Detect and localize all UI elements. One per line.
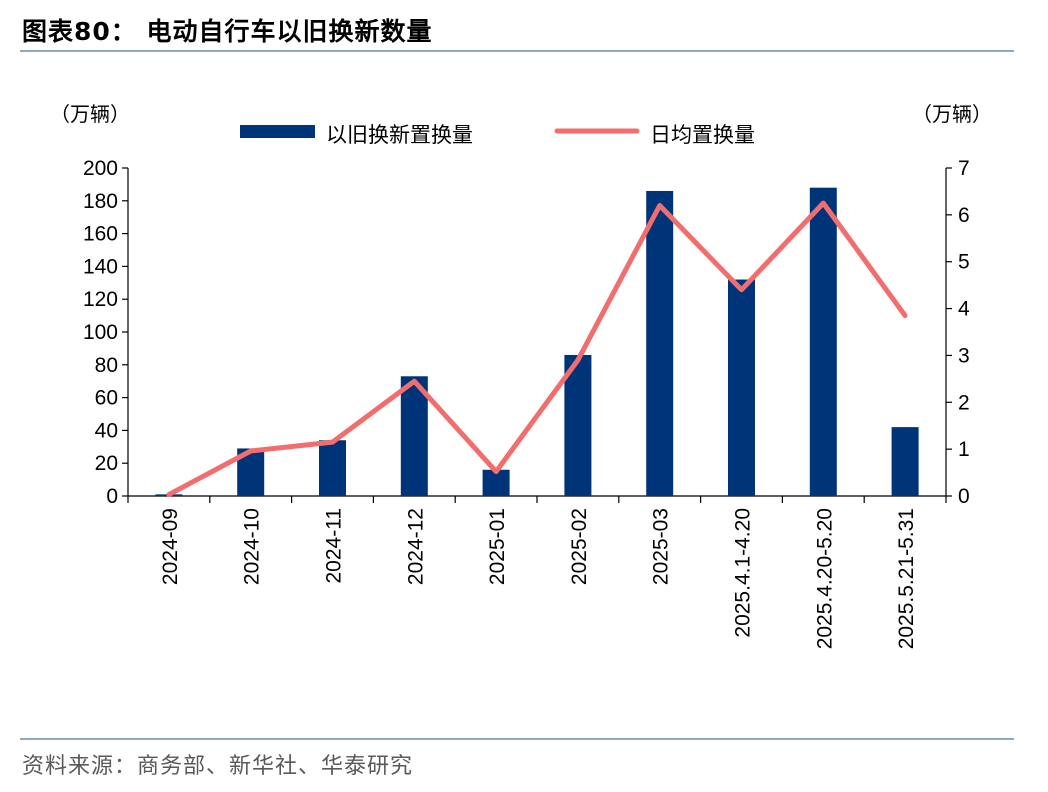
- x-tick-label: 2025.5.21-5.31: [895, 508, 918, 649]
- x-tick-label: 2025-01: [486, 508, 509, 585]
- x-tick-label: 2024-11: [323, 508, 346, 584]
- left-tick-label: 140: [83, 255, 118, 278]
- source-note: 资料来源：商务部、新华社、华泰研究: [22, 754, 414, 779]
- bottom-divider: [20, 738, 1014, 740]
- figure-title: 图表80： 电动自行车以旧换新数量: [22, 17, 433, 46]
- right-tick-label: 5: [958, 251, 970, 274]
- chart: 以旧换新置换量 日均置换量 （万辆） （万辆） 0204060801001201…: [50, 102, 992, 649]
- bar-2024-11: [319, 440, 346, 496]
- bar-2025-02: [564, 354, 592, 496]
- left-tick-label: 100: [83, 321, 118, 344]
- x-tick-label: 2025-02: [568, 508, 591, 585]
- left-tick-label: 80: [95, 354, 118, 377]
- left-tick-label: 120: [83, 288, 118, 311]
- bar-2025-03: [646, 190, 674, 496]
- bar-2025.4.1-4.20: [728, 279, 755, 496]
- right-tick-label: 2: [958, 391, 970, 414]
- x-tick-label: 2025.4.1-4.20: [732, 508, 755, 638]
- left-tick-label: 20: [95, 452, 118, 475]
- left-tick-label: 40: [95, 419, 118, 442]
- bar-2025.4.20-5.20: [809, 187, 837, 496]
- left-tick-label: 180: [83, 190, 118, 213]
- left-tick-label: 200: [83, 157, 118, 180]
- bar-2025-01: [482, 469, 510, 496]
- left-tick-label: 160: [83, 223, 118, 246]
- bar-2025.5.21-5.31: [891, 427, 919, 496]
- legend-label-bar: 以旧换新置换量: [326, 123, 473, 147]
- legend-swatch-bar: [240, 125, 315, 138]
- line-series: [166, 200, 908, 498]
- right-tick-label: 7: [958, 157, 970, 180]
- bar-2024-12: [400, 376, 428, 496]
- right-tick-label: 4: [958, 298, 970, 321]
- x-tick-label: 2024-12: [404, 508, 427, 585]
- x-axis-labels: 2024-09 2024-10 2024-11 2024-12 2025-01 2025-…: [159, 508, 918, 649]
- left-tick-label: 60: [95, 387, 118, 410]
- chart-legend: 以旧换新置换量 日均置换量: [240, 123, 755, 147]
- left-axis-unit: （万辆）: [50, 102, 130, 126]
- axes: 0 20 40 60 80 100 120 140 160 180 200 0 1 2 3 4 5 6 7: [83, 157, 970, 508]
- right-tick-label: 3: [958, 344, 970, 367]
- right-tick-label: 6: [958, 204, 970, 227]
- x-tick-label: 2025-03: [650, 508, 673, 585]
- right-tick-label: 0: [958, 485, 970, 508]
- top-divider: [20, 50, 1014, 52]
- x-tick-label: 2024-10: [241, 508, 264, 585]
- right-axis-unit: （万辆）: [912, 102, 992, 126]
- daily-average-line: [166, 200, 908, 498]
- x-tick-label: 2025.4.20-5.20: [813, 508, 836, 649]
- legend-label-line: 日均置换量: [650, 123, 755, 147]
- right-tick-label: 1: [958, 438, 970, 461]
- x-tick-label: 2024-09: [159, 508, 182, 585]
- left-tick-label: 0: [106, 485, 118, 508]
